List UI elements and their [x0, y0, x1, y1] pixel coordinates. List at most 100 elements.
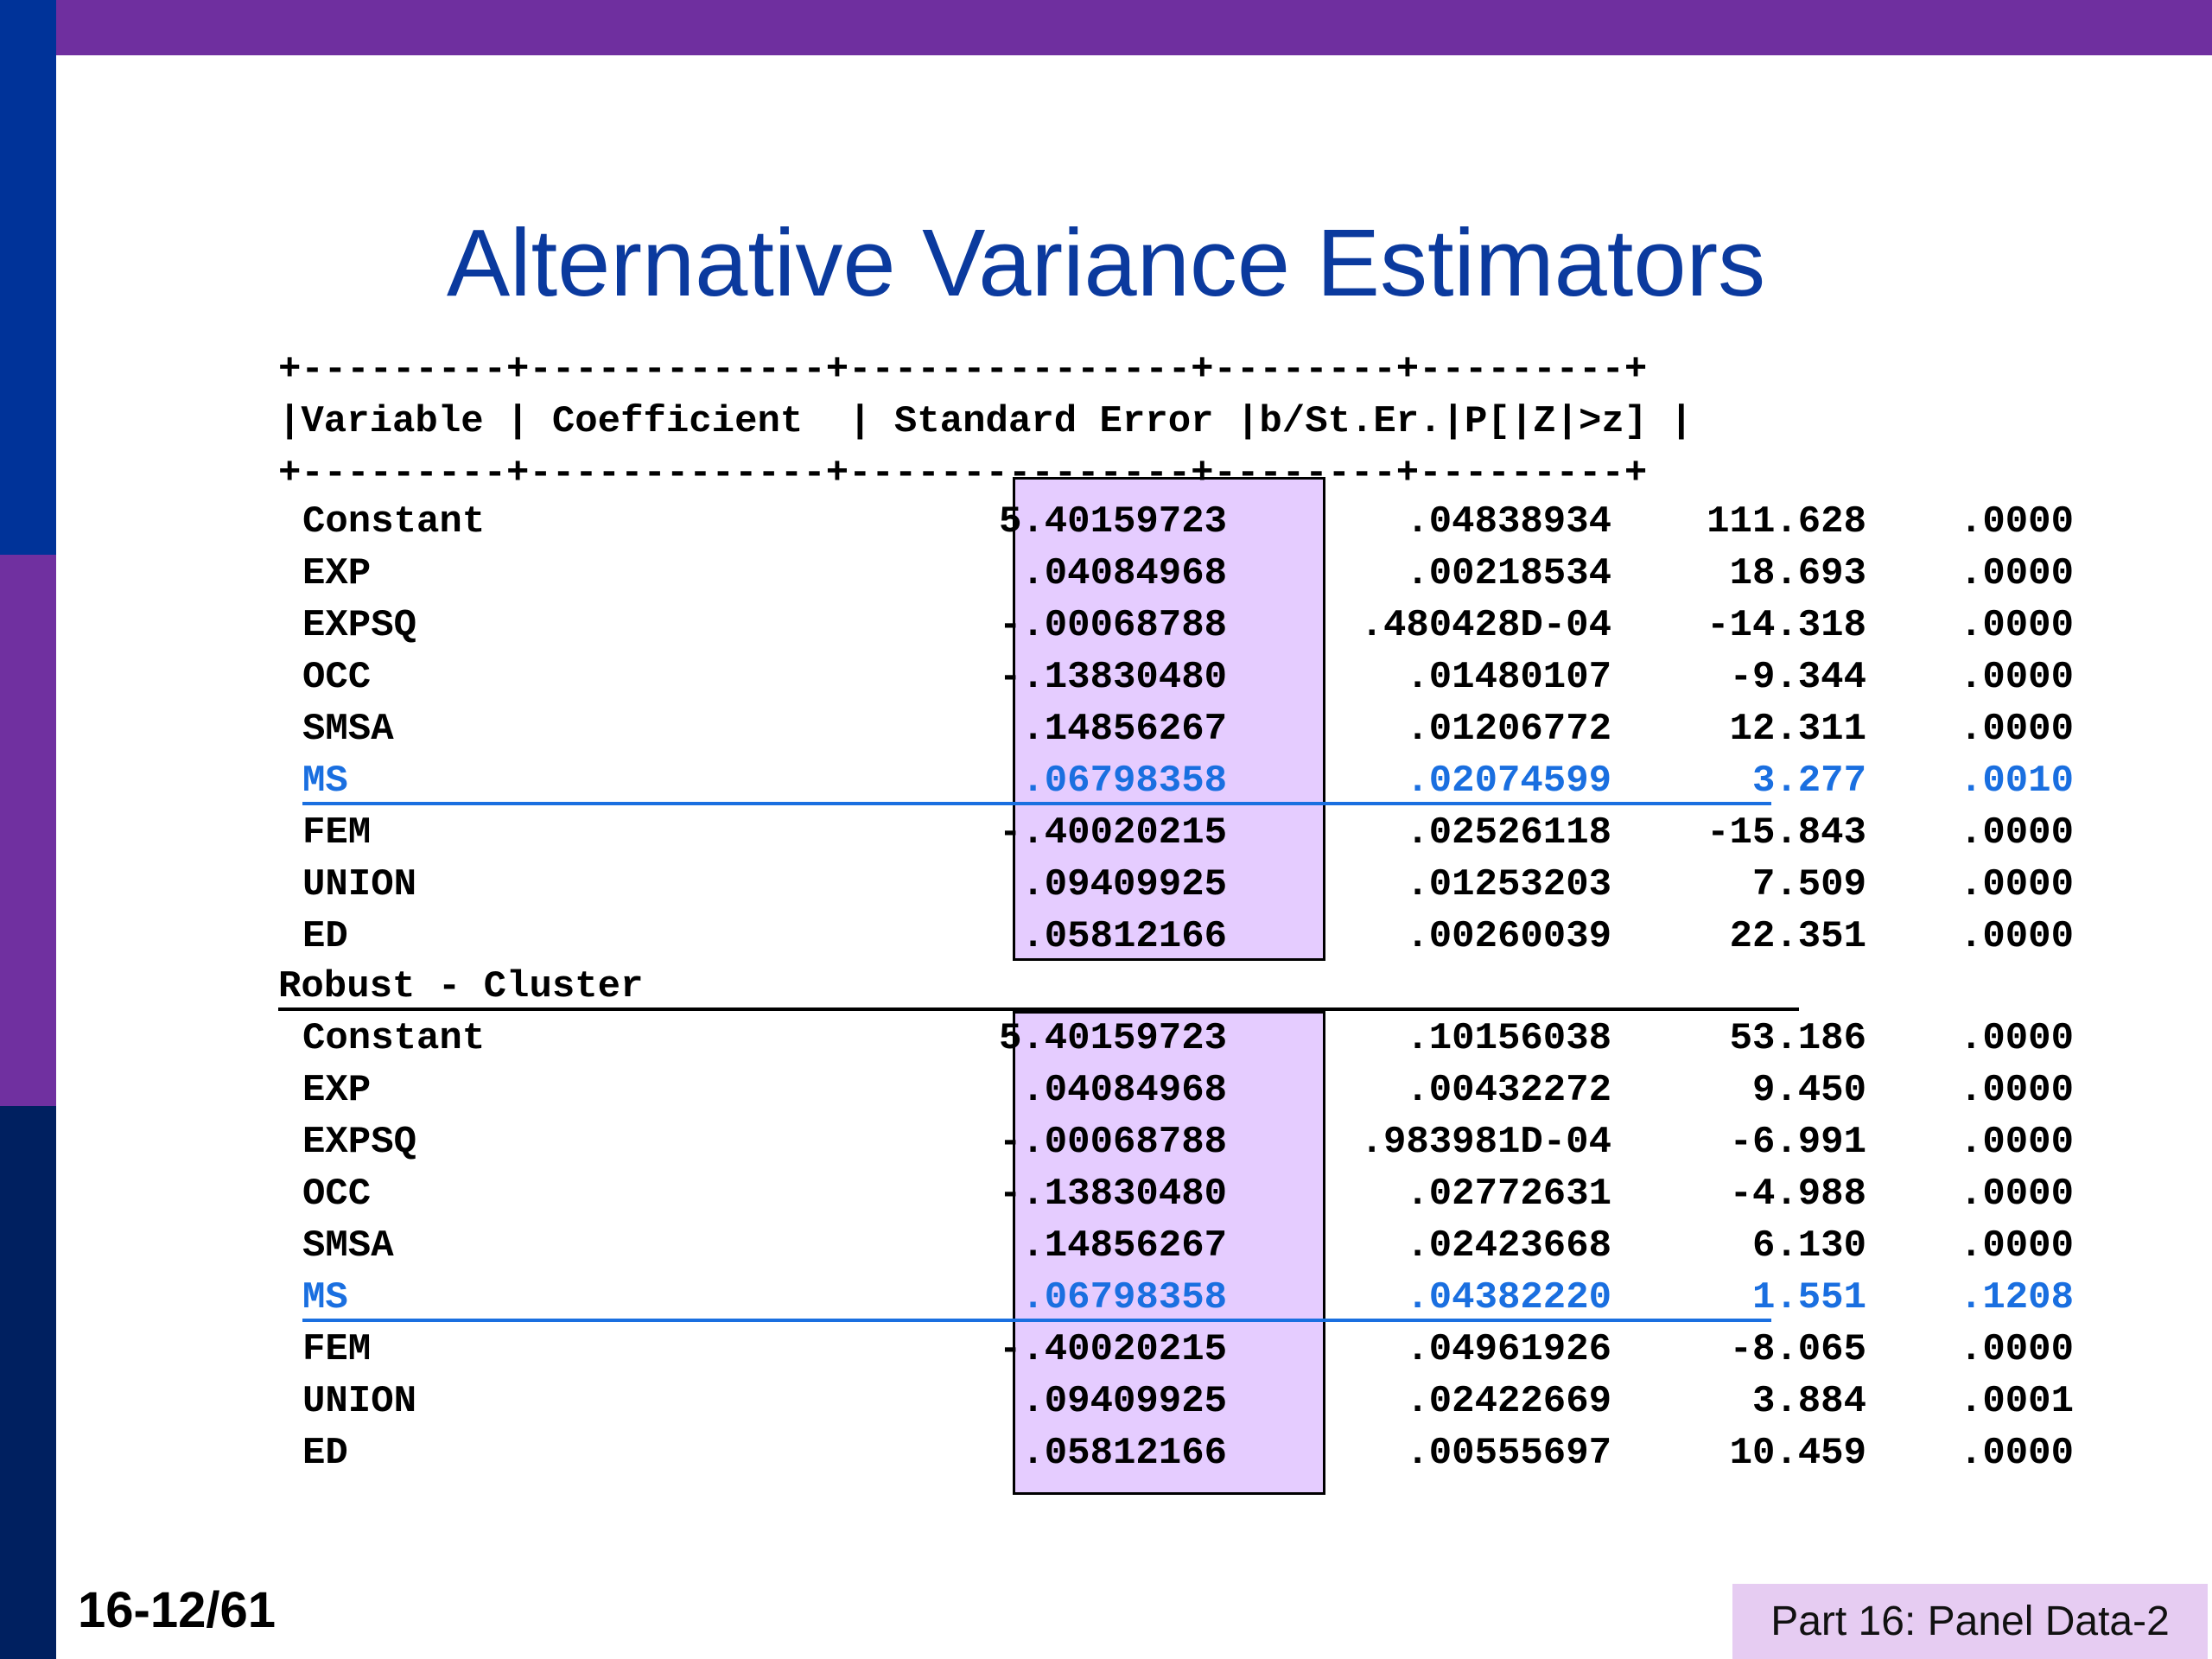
cell-b-st-er: 6.130 [1751, 1224, 1866, 1268]
table-row: ED .05812166 .00555697 10.459 .0000 [302, 1427, 2074, 1479]
cell-p-value: .0001 [1959, 1380, 2074, 1423]
cell-p-value: .0000 [1959, 500, 2074, 543]
cell-b-st-er: 3.277 [1751, 760, 1866, 803]
cell-b-st-er: 111.628 [1707, 500, 1866, 543]
cell-p-value: .0000 [1959, 811, 2074, 855]
table-row: OCC -.13830480 .01480107 -9.344 .0000 [302, 652, 2074, 703]
table-header: |Variable | Coefficient | Standard Error… [278, 400, 1694, 443]
cell-variable: EXPSQ [302, 1121, 417, 1164]
ms-underline [302, 802, 1771, 805]
cell-p-value: .0000 [1959, 915, 2074, 958]
cell-coefficient: 5.40159723 [998, 500, 1227, 543]
cell-p-value: .1208 [1959, 1276, 2074, 1319]
cell-variable: ED [302, 915, 348, 958]
cell-p-value: .0000 [1959, 1017, 2074, 1060]
cell-std-error: .04838934 [1406, 500, 1611, 543]
sidebar-segment-blue [0, 0, 56, 555]
table-row: EXP .04084968 .00432272 9.450 .0000 [302, 1065, 2074, 1116]
ms-underline-robust [302, 1319, 1771, 1322]
cell-std-error: .01206772 [1406, 708, 1611, 751]
cell-variable: MS [302, 1276, 348, 1319]
cell-b-st-er: -9.344 [1729, 656, 1866, 699]
cell-std-error: .00260039 [1406, 915, 1611, 958]
cell-coefficient: -.00068788 [998, 604, 1227, 647]
cell-b-st-er: 53.186 [1729, 1017, 1866, 1060]
top-bar [0, 0, 2212, 55]
cell-b-st-er: -14.318 [1707, 604, 1866, 647]
cell-std-error: .00555697 [1406, 1432, 1611, 1475]
section-label-robust-cluster: Robust - Cluster [278, 965, 644, 1008]
cell-p-value: .0000 [1959, 1173, 2074, 1216]
cell-b-st-er: -8.065 [1729, 1328, 1866, 1371]
cell-b-st-er: 1.551 [1751, 1276, 1866, 1319]
slide-title: Alternative Variance Estimators [446, 210, 1766, 316]
cell-p-value: .0000 [1959, 708, 2074, 751]
cell-b-st-er: 22.351 [1729, 915, 1866, 958]
cell-b-st-er: -15.843 [1707, 811, 1866, 855]
cell-variable: FEM [302, 1328, 372, 1371]
table-border-top: +---------+-------------+---------------… [278, 348, 1648, 391]
cell-coefficient: .05812166 [1021, 1432, 1227, 1475]
cell-coefficient: .06798358 [1021, 1276, 1227, 1319]
cell-coefficient: -.40020215 [998, 811, 1227, 855]
cell-p-value: .0000 [1959, 1224, 2074, 1268]
cell-std-error: .02772631 [1406, 1173, 1611, 1216]
cell-std-error: .04961926 [1406, 1328, 1611, 1371]
table-row: OCC -.13830480 .02772631 -4.988 .0000 [302, 1168, 2074, 1220]
cell-p-value: .0000 [1959, 863, 2074, 906]
table-row: UNION .09409925 .02422669 3.884 .0001 [302, 1376, 2074, 1427]
cell-std-error: .02074599 [1406, 760, 1611, 803]
table-row: EXP .04084968 .00218534 18.693 .0000 [302, 548, 2074, 600]
cell-std-error: .983981D-04 [1360, 1121, 1611, 1164]
cell-variable: EXP [302, 552, 372, 595]
table-border-bottom: +---------+-------------+---------------… [278, 452, 1648, 495]
cell-b-st-er: 18.693 [1729, 552, 1866, 595]
cell-variable: EXPSQ [302, 604, 417, 647]
std-error-highlight-box [1013, 477, 1325, 961]
cell-variable: EXP [302, 1069, 372, 1112]
table-row: FEM -.40020215 .02526118 -15.843 .0000 [302, 807, 2074, 859]
cell-b-st-er: 9.450 [1751, 1069, 1866, 1112]
cell-std-error: .02526118 [1406, 811, 1611, 855]
cell-coefficient: .09409925 [1021, 863, 1227, 906]
cell-coefficient: -.40020215 [998, 1328, 1227, 1371]
cell-std-error: .04382220 [1406, 1276, 1611, 1319]
cell-coefficient: -.13830480 [998, 1173, 1227, 1216]
table-row: SMSA .14856267 .02423668 6.130 .0000 [302, 1220, 2074, 1272]
table-row: SMSA .14856267 .01206772 12.311 .0000 [302, 703, 2074, 755]
cell-std-error: .00218534 [1406, 552, 1611, 595]
sidebar-segment-navy [0, 1106, 56, 1659]
cell-variable: UNION [302, 1380, 417, 1423]
cell-coefficient: -.13830480 [998, 656, 1227, 699]
cell-coefficient: .14856267 [1021, 708, 1227, 751]
table-row: MS .06798358 .04382220 1.551 .1208 [302, 1272, 2074, 1324]
cell-coefficient: .06798358 [1021, 760, 1227, 803]
table-row: Constant 5.40159723 .10156038 53.186 .0000 [302, 1013, 2074, 1065]
cell-coefficient: -.00068788 [998, 1121, 1227, 1164]
cell-p-value: .0000 [1959, 1121, 2074, 1164]
cell-b-st-er: 12.311 [1729, 708, 1866, 751]
cell-b-st-er: 3.884 [1751, 1380, 1866, 1423]
table-row: Constant 5.40159723 .04838934 111.628 .0000 [302, 496, 2074, 548]
cell-std-error: .01253203 [1406, 863, 1611, 906]
cell-variable: OCC [302, 1173, 372, 1216]
cell-coefficient: .05812166 [1021, 915, 1227, 958]
cell-variable: SMSA [302, 1224, 394, 1268]
cell-p-value: .0000 [1959, 604, 2074, 647]
cell-coefficient: .04084968 [1021, 1069, 1227, 1112]
cell-variable: FEM [302, 811, 372, 855]
table-row: FEM -.40020215 .04961926 -8.065 .0000 [302, 1324, 2074, 1376]
cell-std-error: .02422669 [1406, 1380, 1611, 1423]
cell-std-error: .480428D-04 [1360, 604, 1611, 647]
footer-label: Part 16: Panel Data-2 [1732, 1584, 2208, 1659]
cell-std-error: .10156038 [1406, 1017, 1611, 1060]
slide-number: 16-12/61 [78, 1582, 276, 1638]
cell-std-error: .02423668 [1406, 1224, 1611, 1268]
cell-p-value: .0000 [1959, 1432, 2074, 1475]
cell-variable: MS [302, 760, 348, 803]
cell-b-st-er: -4.988 [1729, 1173, 1866, 1216]
sidebar-segment-purple [0, 555, 56, 1106]
cell-variable: SMSA [302, 708, 394, 751]
cell-p-value: .0000 [1959, 1069, 2074, 1112]
section-divider [278, 1007, 1799, 1011]
